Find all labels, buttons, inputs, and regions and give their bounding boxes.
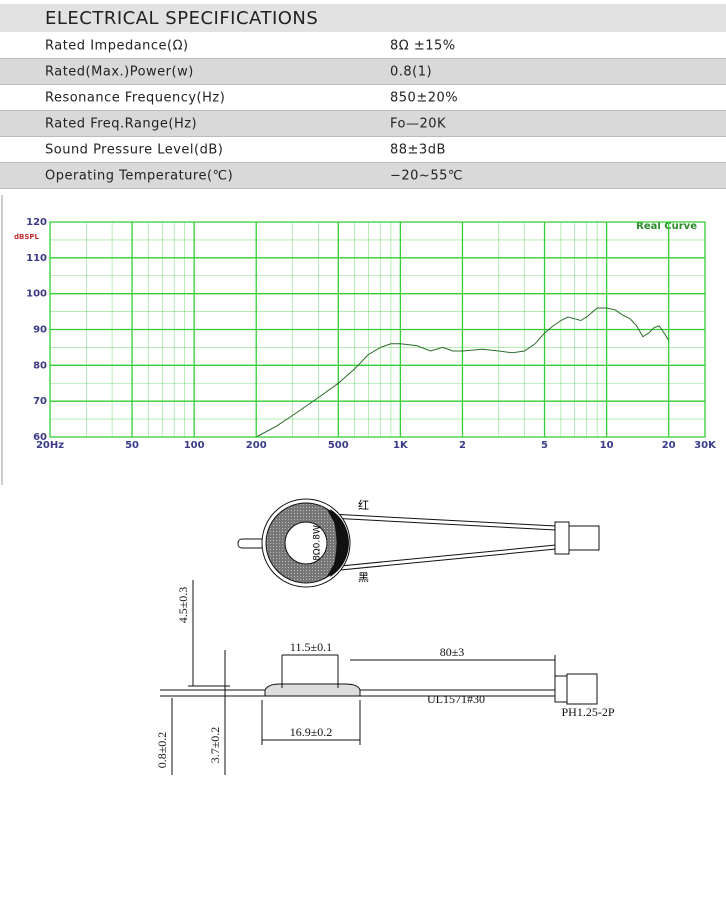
wire-red: 红 (358, 499, 369, 512)
dim-thick: 0.8±0.2 (155, 732, 169, 769)
spec-value: 0.8(1) (390, 65, 432, 80)
spec-value: −20~55℃ (390, 169, 463, 184)
x-tick-label: 20 (662, 440, 676, 451)
table-row (0, 111, 726, 136)
x-tick-label: 30K (694, 440, 717, 451)
connector-side (566, 673, 598, 705)
wire-black: 黑 (358, 571, 369, 584)
x-tick-label: 2 (459, 440, 466, 451)
dim-height: 4.5±0.3 (176, 587, 190, 624)
wire (329, 517, 557, 531)
spec-value: Fo—20K (390, 117, 446, 132)
dim-outer: 16.9±0.2 (290, 725, 333, 739)
x-tick-label: 50 (125, 440, 139, 451)
y-tick-label: 110 (26, 253, 47, 264)
x-tick-label: 200 (246, 440, 267, 451)
y-tick-label: 100 (26, 289, 47, 300)
spec-label: Rated Freq.Range(Hz) (45, 117, 197, 132)
connector-spec: PH1.25-2P (561, 705, 614, 719)
annotation: Real Curve (636, 221, 697, 232)
connector (568, 525, 600, 551)
x-tick-label: 20Hz (36, 440, 64, 451)
y-tick-label: 90 (33, 325, 47, 336)
chart: Real Curve dBSPL 20Hz 50 100 200 500 1K 2 5 10 20… (1, 195, 717, 485)
y-tick-label: 120 (26, 217, 47, 228)
dim-body: 3.7±0.2 (208, 727, 222, 764)
rating: 8Ω0.8W (313, 525, 323, 561)
mechanical-drawing: 8Ω0.8W 红 黑 4.5±0.3 11.5±0.1 80±3 UL1571#… (155, 498, 615, 775)
table-row (0, 137, 726, 162)
dim-wire: 80±3 (440, 645, 465, 659)
x-tick-label: 500 (328, 440, 349, 451)
spec-label: Resonance Frequency(Hz) (45, 91, 225, 106)
connector-side (554, 675, 568, 703)
y-axis-label: dBSPL (14, 233, 40, 241)
speaker-center (284, 521, 328, 565)
dimension-lines (171, 580, 556, 775)
x-tick-label: 1K (393, 440, 409, 451)
spec-label: Sound Pressure Level(dB) (45, 143, 223, 158)
x-tick-label: 5 (541, 440, 548, 451)
dim-inner: 11.5±0.1 (290, 640, 332, 654)
response-curve (255, 307, 670, 438)
speaker-side (264, 683, 361, 697)
spec-value: 850±20% (390, 91, 458, 106)
plot-area (49, 221, 706, 438)
y-tick-label: 80 (33, 360, 47, 371)
spec-table: ELECTRICAL SPECIFICATIONS Rated Impedanc… (0, 4, 726, 189)
x-tick-label: 10 (600, 440, 614, 451)
y-tick-label: 70 (33, 396, 47, 407)
wire (329, 548, 557, 572)
table-title: ELECTRICAL SPECIFICATIONS (45, 8, 318, 29)
title-bar (0, 4, 726, 32)
spec-value: 8Ω ±15% (390, 39, 456, 54)
wire (329, 544, 557, 568)
y-tick-label: 60 (33, 432, 47, 443)
connector (554, 521, 570, 555)
spec-value: 88±3dB (390, 143, 446, 158)
spec-label: Rated(Max.)Power(w) (45, 65, 194, 80)
table-row (0, 85, 726, 110)
terminal (330, 509, 349, 577)
wire (329, 513, 557, 527)
x-tick-label: 100 (184, 440, 205, 451)
table-row (0, 163, 726, 188)
spec-label: Operating Temperature(℃) (45, 169, 233, 184)
wire-spec: UL1571#30 (427, 692, 485, 706)
table-row (0, 33, 726, 58)
table-row (0, 59, 726, 84)
spec-label: Rated Impedance(Ω) (45, 39, 189, 54)
